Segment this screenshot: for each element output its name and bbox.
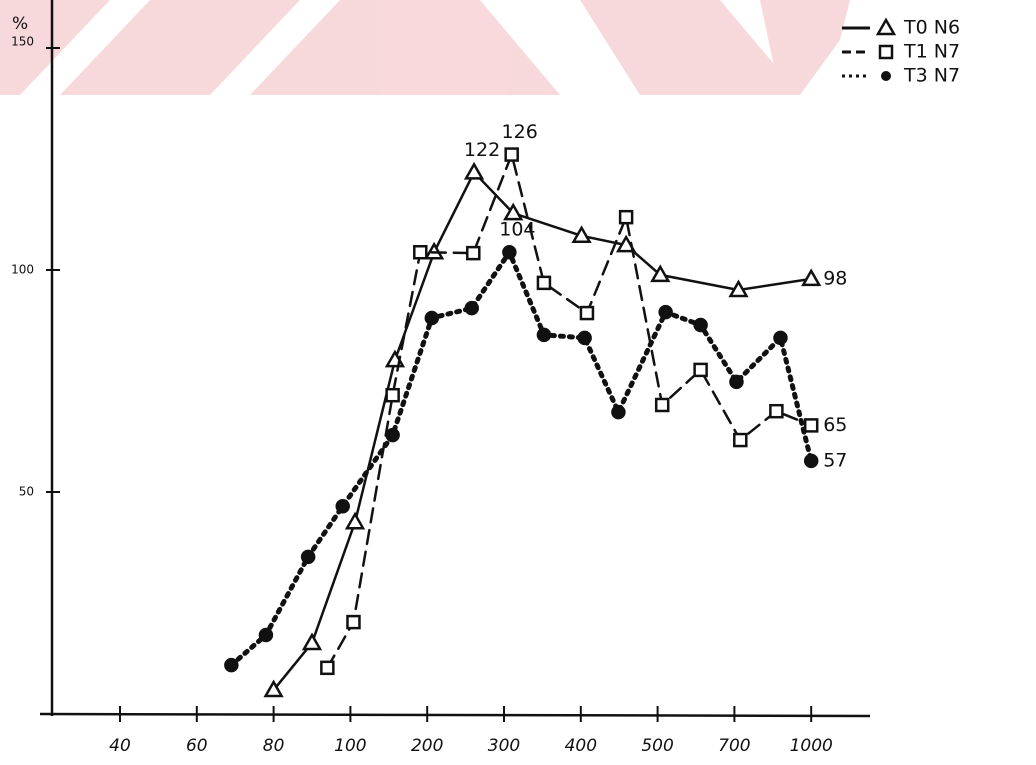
marker [695,319,707,331]
x-tick-label: 40 [109,736,131,756]
x-tick-label: 300 [488,736,520,756]
value-label: 65 [823,414,847,436]
y-tick-label: 150 [11,35,34,49]
marker [805,455,817,467]
marker [304,635,320,649]
x-tick-label: 60 [186,736,208,756]
marker [803,271,819,285]
marker [225,659,237,671]
x-tick-label: 200 [411,736,443,756]
legend-label: T1 N7 [903,41,960,63]
marker [730,376,742,388]
value-label: 57 [823,449,847,471]
marker [347,514,363,528]
legend-marker [878,20,894,34]
marker [620,211,632,223]
marker [656,399,668,411]
marker [695,364,707,376]
y-tick-label: 100 [11,263,34,277]
marker [660,306,672,318]
marker [321,662,333,674]
marker [503,246,515,258]
marker [466,164,482,178]
legend-marker [881,71,891,81]
value-label: 98 [823,267,847,289]
x-tick-label: 500 [641,736,673,756]
x-tick-label: 400 [565,736,597,756]
legend-label: T0 N6 [903,17,960,39]
marker [347,616,359,628]
value-label: 104 [499,219,535,241]
y-tick-label: 50 [19,485,34,499]
x-tick-label: 1000 [790,736,833,756]
marker [774,332,786,344]
marker [581,307,593,319]
marker [337,500,349,512]
value-label: 126 [502,121,538,143]
marker [538,329,550,341]
watermark [0,0,850,95]
x-tick-label: 100 [334,736,366,756]
x-axis [40,714,870,716]
series: 126 65 [321,121,847,674]
marker [579,332,591,344]
marker [387,389,399,401]
marker [302,551,314,563]
x-tick-label: 700 [718,736,750,756]
series: 122 98 [266,139,848,696]
marker [466,302,478,314]
marker [734,434,746,446]
marker [506,149,518,161]
marker [770,405,782,417]
marker [467,247,479,259]
legend-marker [880,46,892,58]
series-line [274,172,812,690]
x-tick-label: 80 [263,736,285,756]
marker [805,419,817,431]
marker [414,246,426,258]
series-line [231,252,811,665]
legend-label: T3 N7 [903,65,960,87]
y-axis-label: % [12,14,28,34]
marker [426,312,438,324]
marker [260,629,272,641]
marker [538,277,550,289]
value-label: 122 [464,139,500,161]
marker [612,406,624,418]
chart: % 40 60 80 100 200 300 400 500 700 1000 50 100 150 12… [0,0,1036,765]
marker [387,429,399,441]
